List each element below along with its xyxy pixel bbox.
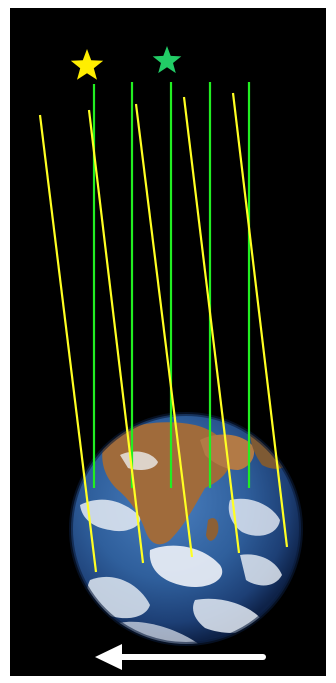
arrow-left-icon <box>95 644 266 670</box>
earth-globe <box>69 412 303 646</box>
arrow-head <box>95 644 122 670</box>
cloud-band-7 <box>240 554 282 586</box>
cloud-band-2 <box>149 545 223 588</box>
diagram-svg <box>38 46 303 670</box>
yellow-ray <box>38 114 98 573</box>
star-icon <box>152 46 182 74</box>
landmass-madagascar <box>206 518 219 541</box>
yellow-rays <box>38 92 289 573</box>
earth-limb <box>69 412 303 646</box>
yellow-ray <box>231 92 289 548</box>
star-icon <box>70 49 104 80</box>
yellow-ray <box>134 103 194 558</box>
cloud-band-1 <box>80 499 141 532</box>
cloud-band-6 <box>193 598 262 633</box>
diagram-canvas <box>10 8 326 676</box>
earth-surface <box>80 422 292 644</box>
yellow-ray <box>182 96 241 554</box>
cloud-band-4 <box>228 498 280 536</box>
yellow-ray <box>87 109 145 564</box>
